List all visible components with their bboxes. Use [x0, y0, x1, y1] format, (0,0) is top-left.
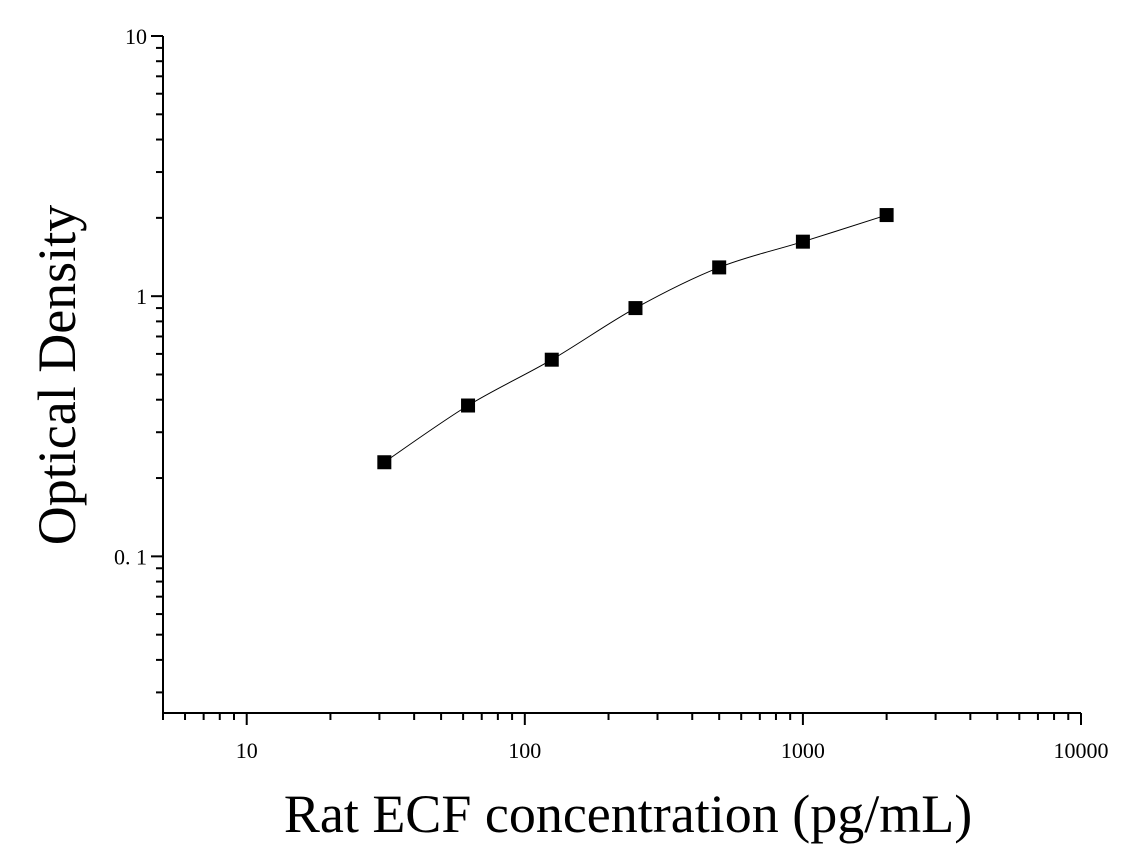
- axes: [162, 36, 1081, 714]
- data-point-square: [712, 260, 727, 275]
- data-point-square: [879, 208, 894, 223]
- data-point-square: [628, 301, 643, 316]
- data-point-square: [377, 455, 392, 470]
- ticks: [151, 35, 1082, 725]
- x-tick-label: 10: [236, 738, 258, 763]
- data-points: [377, 208, 894, 470]
- x-tick-label: 100: [508, 738, 541, 763]
- y-tick-label: 1: [136, 284, 147, 309]
- y-axis-title: Optical Density: [27, 205, 87, 545]
- x-tick-label: 1000: [781, 738, 825, 763]
- x-tick-label: 10000: [1054, 738, 1109, 763]
- x-axis-title: Rat ECF concentration (pg/mL): [284, 784, 972, 844]
- data-point-square: [795, 234, 810, 249]
- fit-curve: [384, 214, 887, 463]
- fit-curve-group: [384, 214, 887, 463]
- y-tick-label: 10: [125, 24, 147, 49]
- data-point-square: [544, 352, 559, 367]
- data-point-square: [461, 398, 476, 413]
- y-tick-label: 0. 1: [114, 544, 147, 569]
- tick-labels: 10 100 1000 10000 0. 1 1 10: [114, 24, 1109, 763]
